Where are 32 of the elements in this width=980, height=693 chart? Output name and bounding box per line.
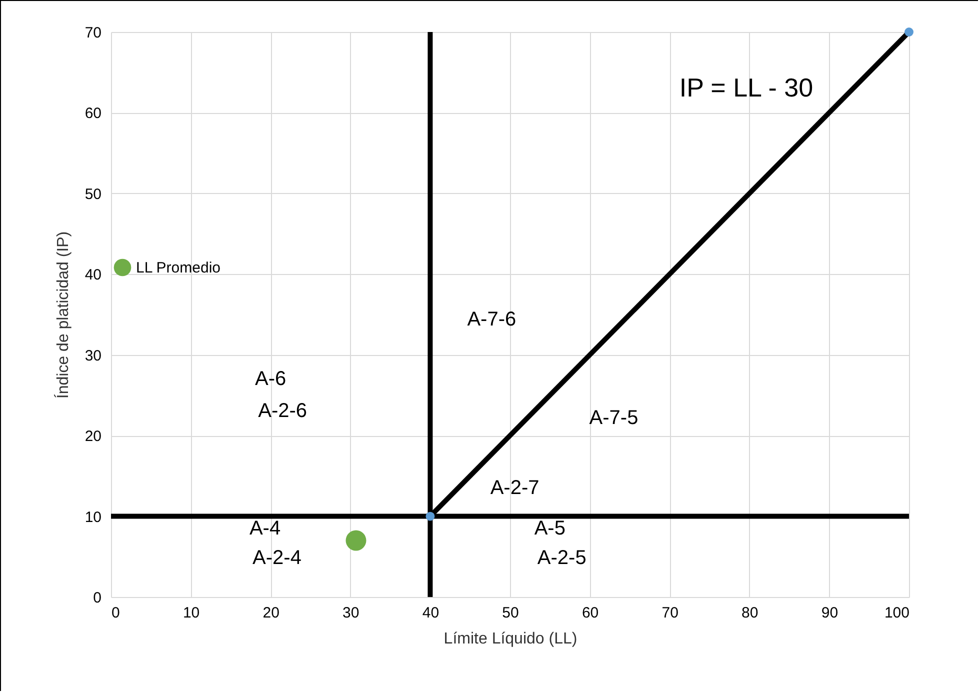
legend-label: LL Promedio [136, 260, 220, 276]
annotation: A-2-4 [252, 547, 302, 570]
annotation: A-5 [534, 518, 566, 540]
annotation: A-2-5 [537, 547, 586, 570]
y-axis-title: Índice de platicidad (IP) [54, 231, 72, 399]
x-tick-label: 90 [821, 604, 838, 622]
y-tick-label: 70 [84, 24, 102, 42]
annotation: A-2-7 [490, 476, 540, 499]
x-tick-label: 20 [262, 604, 280, 622]
x-tick-label: 70 [662, 604, 678, 622]
x-tick-label: 0 [112, 604, 120, 622]
y-tick-label: 0 [93, 590, 102, 606]
annotation: A-7-6 [467, 308, 516, 331]
x-tick-label: 80 [742, 604, 758, 622]
annotation: A-4 [249, 518, 281, 540]
x-tick-label: 10 [182, 604, 200, 622]
annotation: A-7-5 [589, 406, 638, 429]
annotation: A-2-6 [258, 400, 308, 422]
x-tick-label: 60 [582, 604, 599, 622]
annotation: IP = LL - 30 [679, 72, 814, 102]
y-tick-label: 60 [84, 105, 102, 122]
y-tick-label: 50 [84, 186, 102, 203]
y-tick-label: 30 [84, 347, 102, 364]
x-tick-label: 100 [884, 604, 910, 622]
y-tick-label: 40 [84, 266, 102, 284]
y-tick-label: 20 [84, 428, 102, 446]
annotation: A-6 [255, 368, 286, 390]
x-tick-label: 50 [502, 604, 519, 622]
x-tick-label: 40 [422, 604, 440, 622]
x-axis-title: Límite Líquido (LL) [444, 630, 578, 648]
y-tick-label: 10 [84, 508, 102, 526]
x-tick-label: 30 [342, 604, 360, 622]
